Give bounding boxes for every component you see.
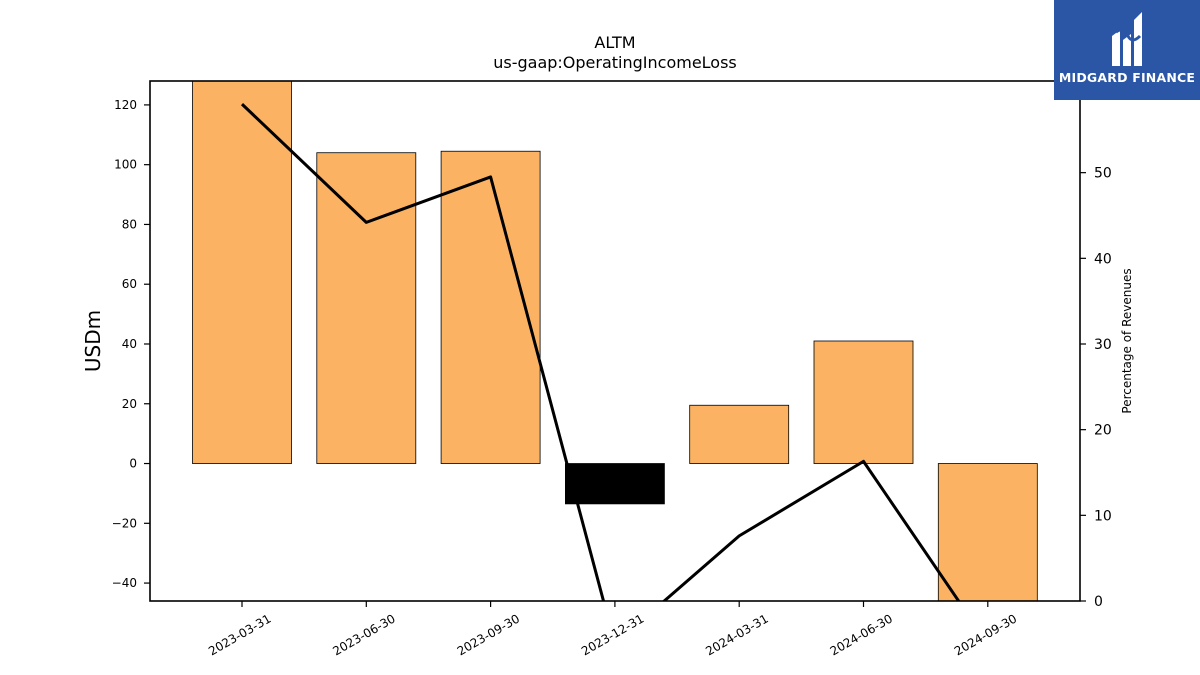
x-tick-label: 2023-06-30 bbox=[330, 611, 397, 658]
y-tick-label: 20 bbox=[122, 397, 137, 411]
x-tick-label: 2023-09-30 bbox=[455, 611, 522, 658]
y2-tick-label: 40 bbox=[1094, 251, 1112, 267]
y2-tick-label: 50 bbox=[1094, 166, 1112, 182]
x-tick-label: 2024-06-30 bbox=[828, 611, 895, 658]
y2-axis-label: Percentage of Revenues bbox=[1120, 268, 1134, 413]
bar bbox=[565, 463, 665, 505]
x-tick-label: 2023-03-31 bbox=[206, 611, 273, 658]
logo-text: MIDGARD FINANCE bbox=[1058, 70, 1196, 85]
plot-area bbox=[192, 81, 1038, 601]
x-tick-label: 2024-09-30 bbox=[952, 611, 1019, 658]
y-tick-label: 100 bbox=[114, 158, 137, 172]
y-tick-label: −20 bbox=[112, 516, 137, 530]
y-tick-label: 120 bbox=[114, 98, 137, 112]
bar bbox=[937, 463, 1038, 601]
y-tick-label: 80 bbox=[122, 217, 137, 231]
y2-tick-label: 20 bbox=[1094, 423, 1112, 439]
chart-title: ALTM bbox=[594, 33, 635, 52]
logo-mark-icon bbox=[1112, 12, 1142, 66]
x-tick-label: 2024-03-31 bbox=[703, 611, 770, 658]
y-tick-label: 40 bbox=[122, 337, 137, 351]
brand-logo: MIDGARD FINANCE bbox=[1054, 0, 1200, 100]
y-axis-label: USDm bbox=[81, 310, 105, 372]
y-tick-label: 60 bbox=[122, 277, 137, 291]
y2-tick-label: 10 bbox=[1094, 508, 1112, 524]
y2-tick-label: 0 bbox=[1094, 594, 1103, 610]
bar bbox=[813, 340, 914, 464]
y-tick-label: −40 bbox=[112, 576, 137, 590]
y-tick-label: 0 bbox=[129, 457, 137, 471]
y2-tick-label: 30 bbox=[1094, 337, 1112, 353]
bar bbox=[192, 81, 292, 464]
bar bbox=[689, 404, 790, 464]
chart-subtitle: us-gaap:OperatingIncomeLoss bbox=[493, 53, 737, 72]
x-tick-label: 2023-12-31 bbox=[579, 611, 646, 658]
bar bbox=[440, 150, 541, 464]
bar bbox=[316, 152, 417, 464]
